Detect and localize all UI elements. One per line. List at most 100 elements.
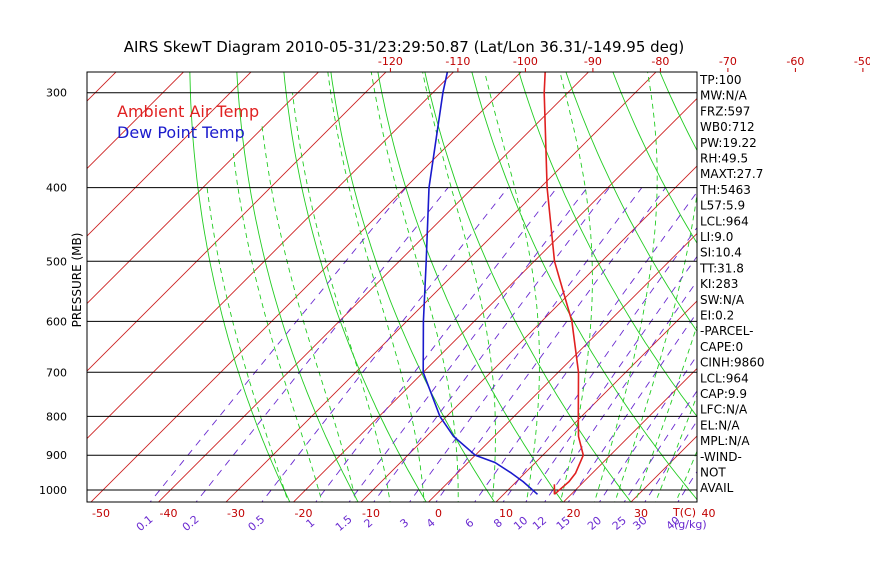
mixing-ratio-line <box>409 187 643 502</box>
legend-dew-point-temp: Dew Point Temp <box>117 123 245 142</box>
index-entry: TT:31.8 <box>699 261 744 275</box>
index-entry: EL:N/A <box>700 418 740 432</box>
index-entry: CAP:9.9 <box>700 387 747 401</box>
moist-adiabat-line <box>261 124 357 502</box>
mixing-ratio-line <box>474 191 697 502</box>
top-axis-tick-label: -70 <box>719 55 737 68</box>
index-entry: MW:N/A <box>700 89 748 103</box>
isotherm-line <box>87 72 252 237</box>
isotherm-line <box>90 72 522 502</box>
isotherm-line <box>87 72 455 440</box>
index-entry: TH:5463 <box>699 183 751 197</box>
index-entry: FRZ:597 <box>700 104 750 118</box>
top-axis-tick-label: -110 <box>445 55 470 68</box>
bottom-axis-tick-label: 40 <box>702 507 716 520</box>
pressure-tick-label: 600 <box>46 315 67 328</box>
profile-lines <box>422 72 585 495</box>
bottom-axis-tick-label: 20 <box>567 507 581 520</box>
top-axis-tick-label: -100 <box>513 55 538 68</box>
index-entry: CAPE:0 <box>700 340 743 354</box>
mixing-ratio-line <box>623 390 697 502</box>
bottom-axis-tick-label: 30 <box>634 507 648 520</box>
pressure-tick-label: 900 <box>46 449 67 462</box>
temperature-unit-label: T(C) <box>672 506 696 519</box>
y-axis-label: PRESSURE (MB) <box>70 233 84 328</box>
dry-adiabat-line <box>236 72 359 502</box>
dry-adiabat-line <box>189 72 291 502</box>
mixing-ratio-unit-label: (g/kg) <box>674 518 707 531</box>
isotherm-line <box>427 232 697 502</box>
pressure-tick-label: 1000 <box>39 484 67 497</box>
index-entry: KI:283 <box>700 277 738 291</box>
dry-adiabat-line <box>424 72 632 502</box>
index-entry: MAXT:27.7 <box>700 167 763 181</box>
isotherm-line <box>87 72 320 305</box>
dry-adiabat-line <box>518 72 697 418</box>
isobar-lines <box>87 92 697 491</box>
isotherm-line <box>225 72 657 502</box>
isotherm-line <box>562 367 697 502</box>
dry-adiabat-line <box>330 72 496 502</box>
dry-adiabat-line <box>377 72 564 502</box>
bottom-axis-tick-label: -40 <box>160 507 178 520</box>
mixing-ratio-line <box>644 420 697 502</box>
index-entry: RH:49.5 <box>700 152 748 166</box>
index-entry: CINH:9860 <box>700 356 765 370</box>
index-entry: MPL:N/A <box>700 434 750 448</box>
mixing-ratio-line <box>502 226 697 502</box>
index-entry: SW:N/A <box>700 293 745 307</box>
dry-adiabat-line <box>565 72 697 333</box>
index-entry: PW:19.22 <box>700 136 757 150</box>
index-entry: NOT <box>700 466 726 480</box>
bottom-axis-tick-label: 0 <box>435 507 442 520</box>
index-entry: LI:9.0 <box>700 230 733 244</box>
bottom-axis-tick-label: 10 <box>499 507 513 520</box>
pressure-tick-labels: 1002003004005006007008009001000 <box>39 87 67 497</box>
mixing-ratio-line <box>544 280 697 502</box>
top-axis-tick-label: -90 <box>584 55 602 68</box>
pressure-tick-label: 300 <box>46 87 67 100</box>
top-axis-tick-label: -80 <box>651 55 669 68</box>
index-entry: -PARCEL- <box>700 324 754 338</box>
top-temperature-axis: -120-110-100-90-80-70-60-50-40 <box>378 55 870 72</box>
mixing-ratio-line <box>348 187 588 502</box>
index-entry: -WIND- <box>700 450 742 464</box>
top-axis-tick-label: -60 <box>786 55 804 68</box>
moist-adiabat-line <box>634 324 697 502</box>
index-entry: L57:5.9 <box>700 199 745 213</box>
mixing-ratio-line <box>261 187 509 502</box>
legend-ambient-air-temp: Ambient Air Temp <box>117 102 259 121</box>
top-axis-tick-label: -50 <box>854 55 870 68</box>
moist-adiabat-line <box>232 152 323 502</box>
bottom-axis-tick-label: -10 <box>362 507 380 520</box>
index-entry: AVAIL <box>700 481 734 495</box>
plot-frame <box>86 71 698 503</box>
moist-adiabat-line <box>559 72 593 502</box>
dry-adiabat-line <box>283 72 427 502</box>
index-entry: TP:100 <box>699 73 742 87</box>
dewpoint-profile-line <box>422 72 539 495</box>
chart-title: AIRS SkewT Diagram 2010-05-31/23:29:50.8… <box>124 38 685 56</box>
bottom-axis-tick-label: -20 <box>295 507 313 520</box>
moist-adiabat-line <box>422 72 496 502</box>
mixing-ratio-line <box>525 255 697 502</box>
pressure-tick-label: 400 <box>46 182 67 195</box>
pressure-tick-label: 800 <box>46 410 67 423</box>
index-entry: LCL:964 <box>700 371 749 385</box>
mixing-ratio-line <box>149 187 407 502</box>
bottom-axis-tick-label: -30 <box>227 507 245 520</box>
top-axis-tick-label: -120 <box>378 55 403 68</box>
isotherm-line <box>360 165 697 502</box>
dry-adiabat-line <box>471 72 697 501</box>
moist-adiabat-line <box>593 72 658 502</box>
moist-adiabat-line <box>206 183 289 502</box>
isotherm-line <box>87 72 387 372</box>
temperature-profile-line <box>543 72 585 495</box>
index-entry: WB0:712 <box>700 120 755 134</box>
isotherm-line <box>87 72 185 170</box>
pressure-tick-label: 700 <box>46 366 67 379</box>
moist-adiabat-line <box>292 92 391 502</box>
